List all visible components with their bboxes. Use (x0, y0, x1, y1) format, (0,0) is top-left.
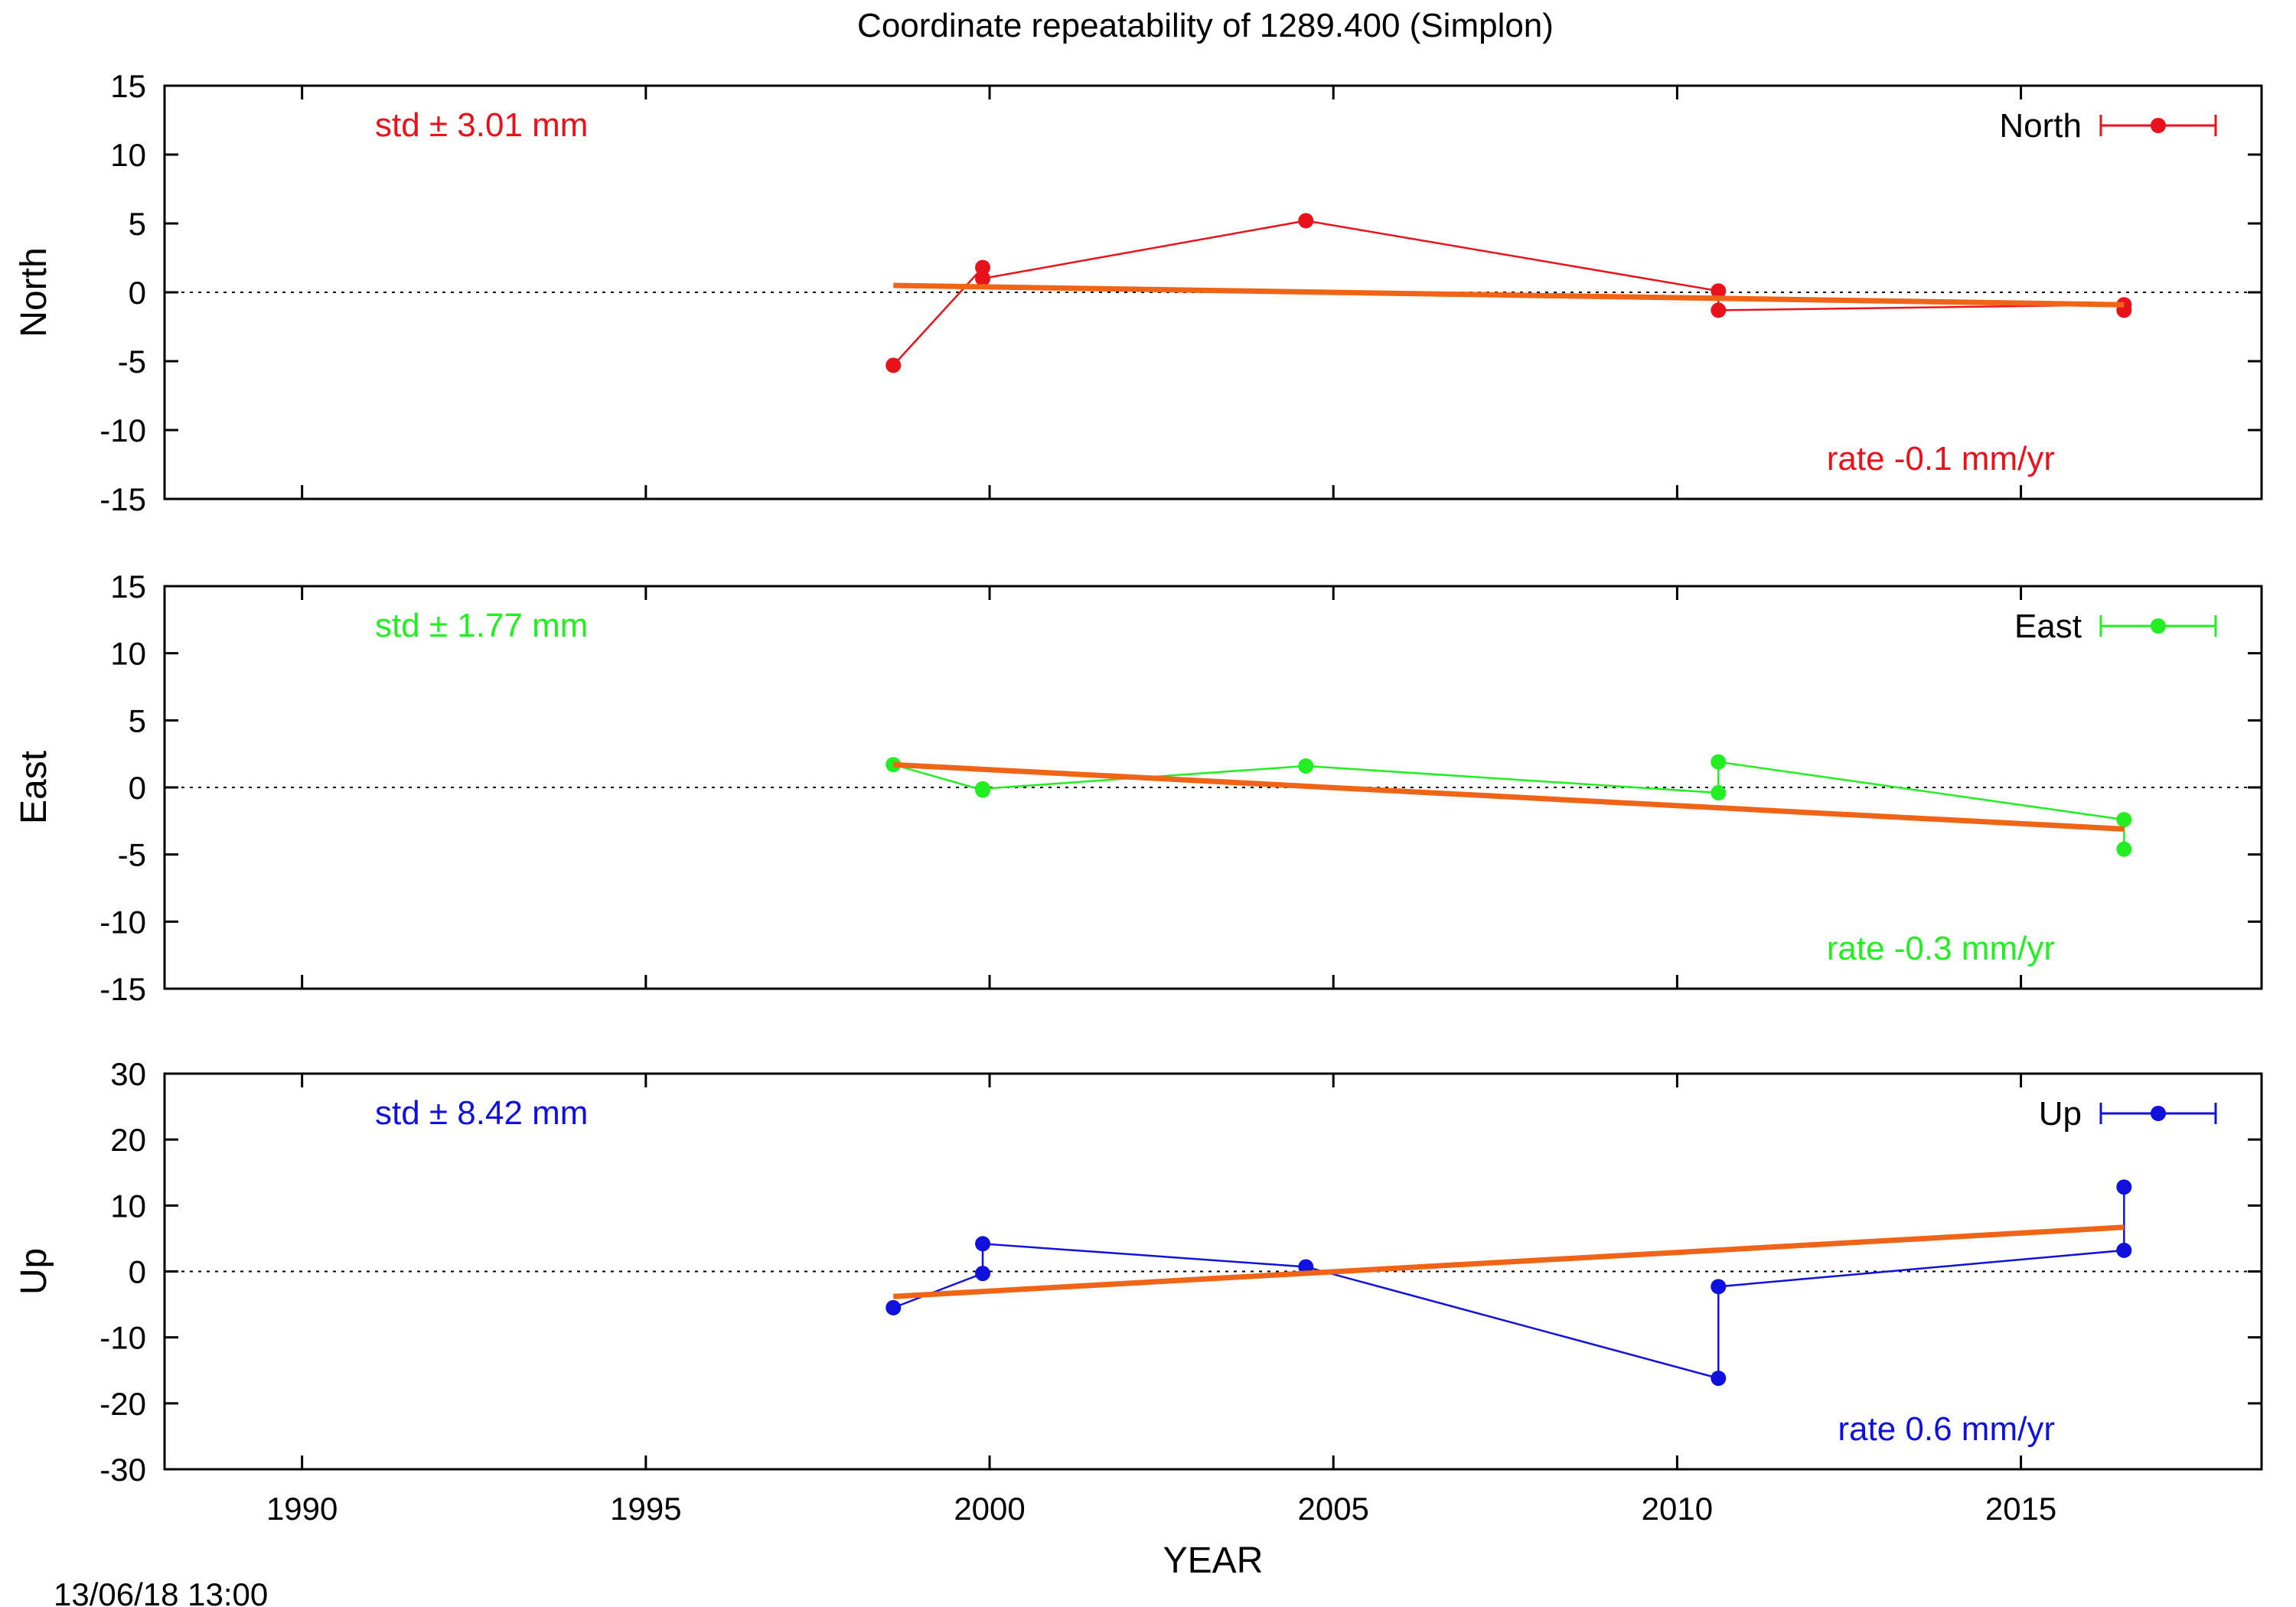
x-tick-label: 2005 (1297, 1491, 1368, 1527)
legend-swatch (2101, 1103, 2216, 1124)
y-tick-label: 15 (110, 569, 146, 605)
x-tick-label: 2000 (954, 1491, 1025, 1527)
data-point (1298, 213, 1313, 228)
data-point (2116, 1179, 2131, 1195)
data-point (975, 1236, 990, 1251)
legend-label: Up (2039, 1095, 2082, 1133)
y-tick-label: 20 (110, 1122, 146, 1158)
series-line (893, 1187, 2124, 1378)
data-point (2116, 1243, 2131, 1258)
y-tick-label: -10 (99, 412, 146, 448)
y-tick-label: -10 (99, 1320, 146, 1356)
data-point (1711, 1279, 1726, 1294)
trend-line (893, 1227, 2124, 1296)
rate-annotation: rate -0.1 mm/yr (1827, 440, 2055, 478)
std-annotation: std ± 3.01 mm (375, 106, 588, 144)
y-tick-label: 10 (110, 636, 146, 672)
y-tick-label: 5 (129, 702, 146, 738)
x-tick-label: 2010 (1642, 1491, 1713, 1527)
x-axis-title: YEAR (1163, 1540, 1264, 1581)
y-tick-label: 10 (110, 1188, 146, 1224)
std-annotation: std ± 1.77 mm (375, 607, 588, 644)
y-tick-label: -5 (118, 344, 146, 380)
timestamp: 13/06/18 13:00 (54, 1576, 268, 1607)
y-tick-label: -10 (99, 904, 146, 940)
data-point (1711, 302, 1726, 318)
y-tick-label: 30 (110, 1056, 146, 1092)
chart-title: Coordinate repeatability of 1289.400 (Si… (857, 7, 1554, 44)
panel-north: 15 10 5 0 -5 -10 -15 North std ± 3.01 mm rate -0.… (14, 68, 2262, 517)
coordinate-repeatability-chart: Coordinate repeatability of 1289.400 (Si… (0, 0, 2296, 1607)
data-point (1298, 758, 1313, 774)
data-point (885, 357, 901, 373)
y-tick-label: 0 (129, 1254, 146, 1290)
y-tick-label: 0 (129, 275, 146, 311)
y-axis-title: Up (14, 1248, 54, 1295)
y-tick-label: 15 (110, 68, 146, 104)
y-tick-label: -30 (99, 1452, 146, 1488)
x-tick-label: 1990 (266, 1491, 338, 1527)
y-tick-label: 10 (110, 137, 146, 173)
legend-swatch (2101, 115, 2216, 136)
data-point (975, 1266, 990, 1281)
data-point (2116, 842, 2131, 857)
data-point (1711, 785, 1726, 800)
y-tick-label: 5 (129, 206, 146, 242)
x-tick-label: 2015 (1985, 1491, 2056, 1527)
trend-line (893, 285, 2124, 305)
data-point (885, 1300, 901, 1315)
y-tick-label: 0 (129, 770, 146, 806)
legend-label: East (2014, 608, 2082, 645)
panel-east: 15 10 5 0 -5 -10 -15 East std ± 1.77 mm rate -0.3… (14, 569, 2262, 1007)
trend-line (893, 764, 2124, 829)
y-tick-label: -15 (99, 481, 146, 517)
y-tick-label: -15 (99, 971, 146, 1007)
rate-annotation: rate 0.6 mm/yr (1838, 1410, 2055, 1448)
data-point (2116, 812, 2131, 827)
legend-swatch (2101, 615, 2216, 637)
rate-annotation: rate -0.3 mm/yr (1827, 930, 2055, 967)
data-point (975, 271, 990, 286)
data-point (1711, 1371, 1726, 1386)
y-axis-title: East (14, 751, 54, 824)
y-axis-title: North (14, 247, 54, 337)
legend-label: North (1999, 107, 2082, 145)
data-point (975, 781, 990, 797)
std-annotation: std ± 8.42 mm (375, 1094, 588, 1132)
y-tick-label: -20 (99, 1386, 146, 1422)
data-point (1711, 755, 1726, 770)
x-tick-label: 1995 (610, 1491, 681, 1527)
y-tick-label: -5 (118, 837, 146, 873)
